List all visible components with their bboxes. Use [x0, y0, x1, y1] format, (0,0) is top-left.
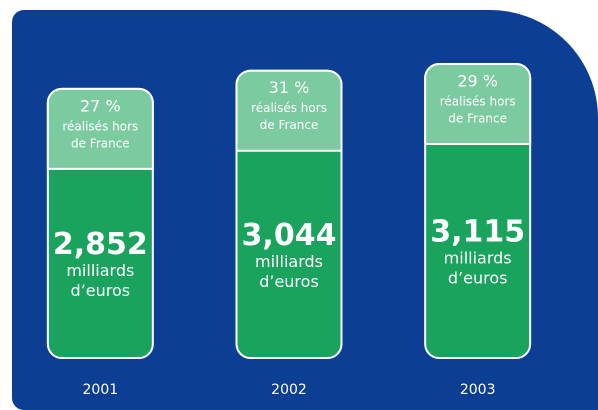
- x-tick-label: 2003: [460, 382, 496, 398]
- share-box: [424, 63, 532, 145]
- share-text: réalisés hors: [62, 119, 138, 133]
- share-box: [46, 87, 154, 170]
- value-label: 3,115: [430, 215, 525, 250]
- share-label: 31 %: [269, 78, 310, 97]
- share-label: 29 %: [457, 72, 498, 91]
- share-text: de France: [260, 118, 319, 132]
- unit-text: milliards: [444, 249, 512, 268]
- share-text: réalisés hors: [251, 101, 327, 115]
- share-label: 27 %: [80, 96, 121, 115]
- share-text: de France: [71, 136, 130, 150]
- value-label: 3,044: [242, 218, 337, 253]
- share-box: [235, 69, 343, 152]
- share-text: réalisés hors: [440, 95, 516, 109]
- share-text: de France: [448, 112, 507, 126]
- unit-text: d’euros: [448, 269, 508, 288]
- x-tick-label: 2002: [271, 382, 307, 398]
- unit-text: d’euros: [259, 272, 319, 291]
- unit-text: milliards: [255, 252, 323, 271]
- x-tick-label: 2001: [83, 382, 119, 398]
- unit-text: milliards: [66, 261, 134, 280]
- unit-text: d’euros: [71, 281, 131, 300]
- value-label: 2,852: [53, 227, 148, 262]
